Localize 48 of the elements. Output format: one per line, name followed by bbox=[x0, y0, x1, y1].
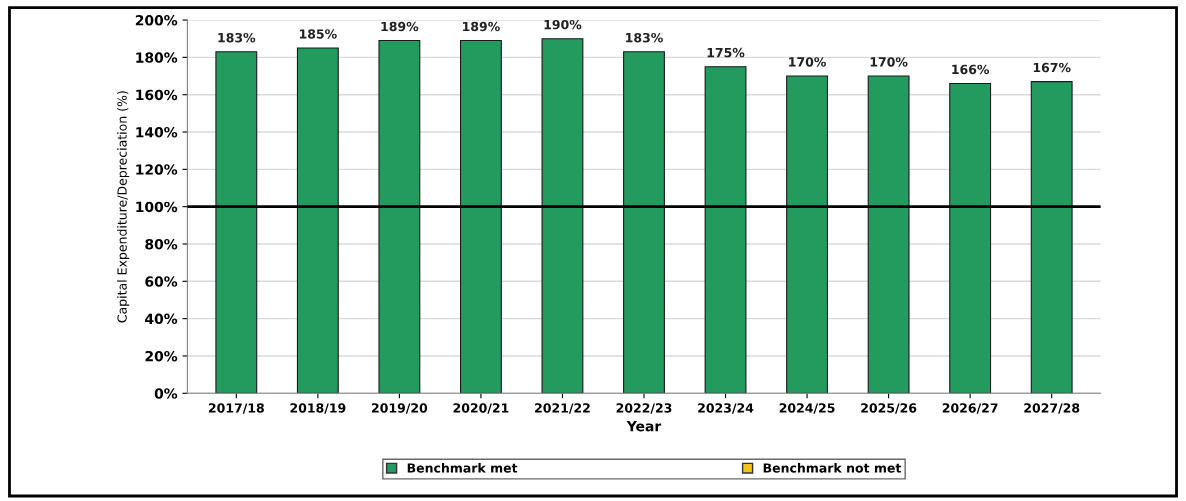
data-label: 167% bbox=[1033, 62, 1071, 73]
x-tick-label: 2019/20 bbox=[372, 403, 428, 414]
x-tick-label: 2022/23 bbox=[616, 403, 672, 414]
y-tick-label: 100% bbox=[136, 201, 178, 213]
data-label: 166% bbox=[952, 64, 990, 75]
y-tick-label: 180% bbox=[136, 52, 178, 63]
data-label: 189% bbox=[463, 21, 500, 32]
x-tick-label: 2017/18 bbox=[208, 403, 264, 414]
bar bbox=[949, 82, 992, 394]
x-tick-label: 2023/24 bbox=[698, 403, 754, 414]
bar bbox=[623, 51, 665, 394]
y-tick-label: 120% bbox=[136, 164, 178, 175]
data-label: 189% bbox=[381, 21, 419, 32]
legend-label: Benchmark met bbox=[407, 463, 518, 473]
bar bbox=[704, 66, 747, 394]
data-label: 190% bbox=[544, 19, 582, 30]
x-tick-label: 2018/19 bbox=[290, 403, 346, 414]
y-tick-label: 40% bbox=[145, 313, 178, 325]
x-axis-title: Year bbox=[626, 421, 662, 432]
data-label: 183% bbox=[626, 32, 663, 43]
bar bbox=[378, 40, 421, 394]
bar bbox=[459, 40, 502, 394]
bar bbox=[215, 51, 258, 394]
y-tick-label: 140% bbox=[136, 126, 178, 138]
x-tick-label: 2021/22 bbox=[535, 403, 590, 414]
bar bbox=[296, 47, 339, 394]
x-tick-label: 2026/27 bbox=[942, 403, 998, 414]
bar bbox=[541, 38, 584, 394]
bar bbox=[867, 75, 910, 394]
y-tick-label: 160% bbox=[136, 89, 178, 101]
data-label: 170% bbox=[870, 57, 908, 67]
data-label: 175% bbox=[707, 47, 745, 58]
x-tick-label: 2024/25 bbox=[779, 403, 835, 414]
y-axis-title: Capital Expenditure/Depreciation (%) bbox=[117, 91, 130, 323]
data-label: 170% bbox=[789, 57, 826, 67]
y-tick-label: 80% bbox=[145, 238, 178, 250]
bar bbox=[786, 75, 829, 394]
data-label: 185% bbox=[299, 29, 337, 39]
legend-label: Benchmark not met bbox=[763, 463, 902, 473]
y-tick-label: 20% bbox=[145, 350, 178, 362]
x-tick-label: 2027/28 bbox=[1024, 403, 1080, 414]
x-tick-label: 2020/21 bbox=[453, 403, 509, 414]
y-tick-label: 60% bbox=[145, 276, 178, 287]
data-label: 183% bbox=[218, 32, 256, 43]
x-tick-label: 2025/26 bbox=[861, 403, 917, 414]
bar bbox=[1030, 81, 1073, 394]
y-tick-label: 200% bbox=[135, 15, 178, 26]
y-tick-label: 0% bbox=[154, 388, 178, 399]
